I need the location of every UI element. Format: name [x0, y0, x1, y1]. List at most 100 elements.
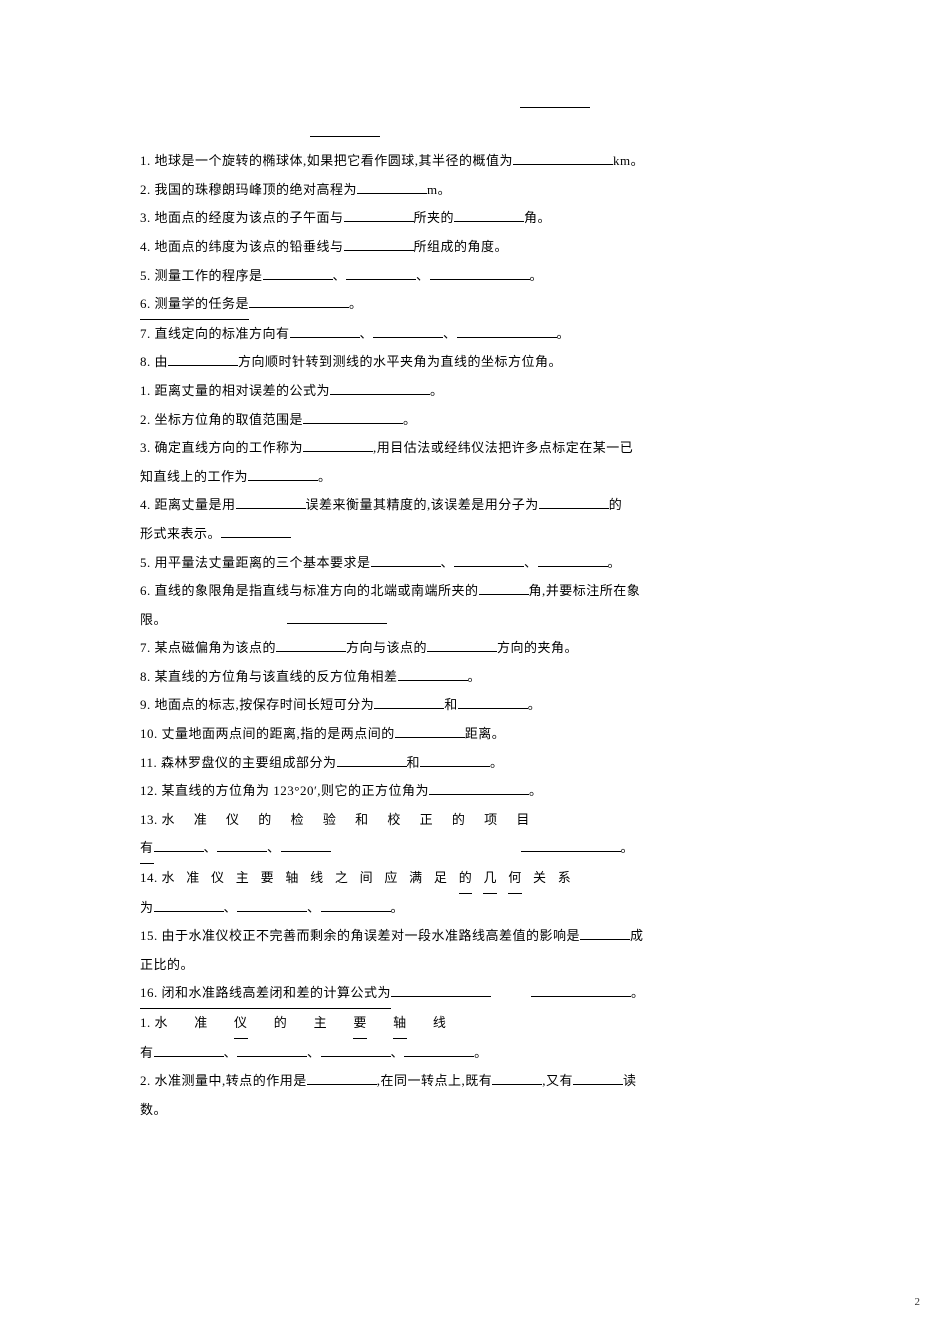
- text-part: 主: [236, 870, 250, 885]
- question-b14-cont: 为、、。: [140, 894, 810, 923]
- text-part: 应: [384, 870, 398, 885]
- text-mid2: ,又有: [542, 1073, 573, 1088]
- text-part: 系: [558, 870, 572, 885]
- text-part: 要: [261, 870, 275, 885]
- text-part: 之: [335, 870, 349, 885]
- text-part: 准: [194, 812, 208, 827]
- question-c1: 1. 水 准 仪 的 主 要 轴 线: [140, 1009, 810, 1039]
- text: 9. 地面点的标志,按保存时间长短可分为: [140, 697, 374, 712]
- text-mid: 方向与该点的: [346, 640, 427, 655]
- question-3: 3. 地面点的经度为该点的子午面与所夹的角。: [140, 204, 810, 233]
- text-part: 的: [452, 812, 466, 827]
- text-part: 正: [420, 812, 434, 827]
- text-part: 间: [360, 870, 374, 885]
- text-end: 距离。: [465, 726, 506, 741]
- text: 8. 由: [140, 354, 168, 369]
- text-end: m。: [427, 182, 451, 197]
- text-part: 1. 水: [140, 1015, 168, 1030]
- question-c2-cont: 数。: [140, 1096, 810, 1125]
- text-end: 所组成的角度。: [414, 239, 509, 254]
- document-body: 1. 地球是一个旋转的椭球体,如果把它看作圆球,其半径的概值为km。 2. 我国…: [140, 90, 810, 1124]
- text-mid: 误差来衡量其精度的,该误差是用分子为: [306, 497, 539, 512]
- question-b16: 16. 闭和水准路线高差闭和差的计算公式为。: [140, 979, 810, 1009]
- text: 3. 确定直线方向的工作称为: [140, 440, 303, 455]
- text-part: 准: [194, 1015, 208, 1030]
- question-5: 5. 测量工作的程序是、、。: [140, 262, 810, 291]
- question-b15: 15. 由于水准仪校正不完善而剩余的角误差对一段水准路线高差值的影响是 成: [140, 922, 810, 951]
- question-8: 8. 由 方向顺时针转到测线的水平夹角为直线的坐标方位角。: [140, 348, 810, 377]
- text: 限。: [140, 612, 167, 627]
- text-mid: 所夹的: [414, 210, 455, 225]
- text: 为: [140, 900, 154, 915]
- question-c1-cont: 有、、、。: [140, 1039, 810, 1068]
- question-b4-cont: 形式来表示。: [140, 520, 810, 549]
- text-part: 14. 水: [140, 870, 175, 885]
- text-part: 主: [314, 1015, 328, 1030]
- text: 8. 某直线的方位角与该直线的反方位角相差: [140, 669, 398, 684]
- question-b4: 4. 距离丈量是用误差来衡量其精度的,该误差是用分子为的: [140, 491, 810, 520]
- text: 有: [140, 1045, 154, 1060]
- text: 1. 距离丈量的相对误差的公式为: [140, 383, 330, 398]
- text-end: 读: [623, 1073, 637, 1088]
- question-c2: 2. 水准测量中,转点的作用是 ,在同一转点上,既有 ,又有 读: [140, 1067, 810, 1096]
- text-part: 校: [387, 812, 401, 827]
- text-part: 线: [310, 870, 324, 885]
- text: 5. 测量工作的程序是: [140, 268, 263, 283]
- question-b2: 2. 坐标方位角的取值范围是。: [140, 406, 810, 435]
- question-7: 7. 直线定向的标准方向有、、。: [140, 320, 810, 349]
- text-end: 方向顺时针转到测线的水平夹角为直线的坐标方位角。: [238, 354, 562, 369]
- text: 5. 用平量法丈量距离的三个基本要求是: [140, 555, 371, 570]
- text-part: 轴: [285, 870, 299, 885]
- question-b1: 1. 距离丈量的相对误差的公式为。: [140, 377, 810, 406]
- header-blank-row: [140, 90, 810, 119]
- text-end: 角。: [524, 210, 551, 225]
- question-b13-cont: 有、、。: [140, 834, 810, 864]
- text: 2. 坐标方位角的取值范围是: [140, 412, 303, 427]
- text-part: 的: [274, 1015, 288, 1030]
- text: 2. 我国的珠穆朗玛峰顶的绝对高程为: [140, 182, 357, 197]
- question-b6: 6. 直线的象限角是指直线与标准方向的北端或南端所夹的 角,并要标注所在象: [140, 577, 810, 606]
- text: 数。: [140, 1102, 167, 1117]
- text-part: 目: [516, 812, 530, 827]
- text-part: 仪: [211, 870, 225, 885]
- text: 12. 某直线的方位角为 123°20′,则它的正方位角为: [140, 783, 429, 798]
- text-part: 项: [484, 812, 498, 827]
- mid-blank-row: [140, 119, 810, 148]
- text: 1. 地球是一个旋转的椭球体,如果把它看作圆球,其半径的概值为: [140, 153, 513, 168]
- text-mid: ,在同一转点上,既有: [377, 1073, 493, 1088]
- text-part: 13. 水: [140, 812, 175, 827]
- question-b5: 5. 用平量法丈量距离的三个基本要求是、、。: [140, 549, 810, 578]
- question-b11: 11. 森林罗盘仪的主要组成部分为和。: [140, 749, 810, 778]
- question-b10: 10. 丈量地面两点间的距离,指的是两点间的 距离。: [140, 720, 810, 749]
- text-end: 成: [630, 928, 644, 943]
- text: 6. 直线的象限角是指直线与标准方向的北端或南端所夹的: [140, 583, 479, 598]
- text-part: 的: [258, 812, 272, 827]
- text-part: 准: [186, 870, 200, 885]
- text-end: 角,并要标注所在象: [529, 583, 641, 598]
- question-b8: 8. 某直线的方位角与该直线的反方位角相差。: [140, 663, 810, 692]
- text: 7. 某点磁偏角为该点的: [140, 640, 276, 655]
- question-b13: 13. 水 准 仪 的 检 验 和 校 正 的 项 目: [140, 806, 810, 835]
- text-part: 仪: [226, 812, 240, 827]
- question-b3: 3. 确定直线方向的工作称为,用目估法或经纬仪法把许多点标定在某一已: [140, 434, 810, 463]
- text: 15. 由于水准仪校正不完善而剩余的角误差对一段水准路线高差值的影响是: [140, 928, 580, 943]
- text: 11. 森林罗盘仪的主要组成部分为: [140, 755, 337, 770]
- page-number: 2: [915, 1290, 921, 1314]
- text: 2. 水准测量中,转点的作用是: [140, 1073, 307, 1088]
- text-part: 和: [355, 812, 369, 827]
- text: 形式来表示。: [140, 526, 221, 541]
- text: 正比的。: [140, 957, 194, 972]
- question-1: 1. 地球是一个旋转的椭球体,如果把它看作圆球,其半径的概值为km。: [140, 147, 810, 176]
- question-b15-cont: 正比的。: [140, 951, 810, 980]
- text: 10. 丈量地面两点间的距离,指的是两点间的: [140, 726, 395, 741]
- text-part: 足: [434, 870, 448, 885]
- text-mid: 和: [444, 697, 458, 712]
- question-b7: 7. 某点磁偏角为该点的 方向与该点的 方向的夹角。: [140, 634, 810, 663]
- question-2: 2. 我国的珠穆朗玛峰顶的绝对高程为 m。: [140, 176, 810, 205]
- text-end: 方向的夹角。: [497, 640, 578, 655]
- question-b9: 9. 地面点的标志,按保存时间长短可分为和。: [140, 691, 810, 720]
- text-part: 满: [409, 870, 423, 885]
- text: 知直线上的工作为: [140, 469, 248, 484]
- text: 7. 直线定向的标准方向有: [140, 326, 290, 341]
- question-b3-cont: 知直线上的工作为。: [140, 463, 810, 492]
